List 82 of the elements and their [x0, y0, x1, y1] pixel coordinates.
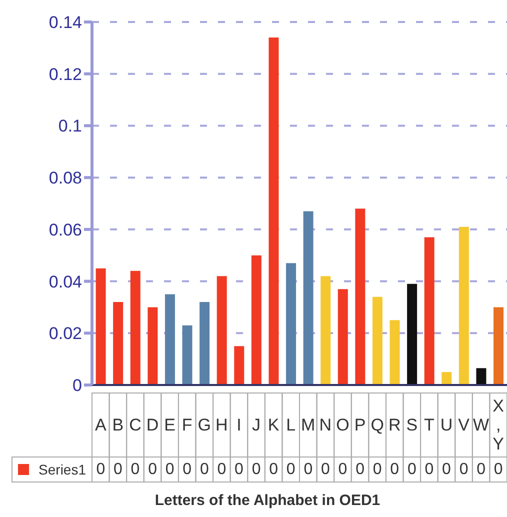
y-tick-label: 0.02 — [48, 324, 82, 344]
x-tick-label: K — [268, 416, 280, 434]
data-label: 0 — [217, 461, 226, 478]
data-label: 0 — [459, 461, 468, 478]
data-label: 0 — [234, 461, 244, 478]
bar — [164, 294, 175, 385]
data-label: 0 — [494, 461, 503, 478]
bar — [355, 208, 366, 385]
bar — [320, 276, 331, 385]
bar — [251, 255, 262, 385]
data-label: 0 — [476, 461, 486, 478]
y-tick-label: 0 — [72, 376, 82, 396]
bar — [113, 302, 124, 385]
bar — [476, 368, 486, 385]
bar — [268, 38, 279, 385]
x-tick-label: E — [164, 416, 176, 434]
x-tick-label: S — [406, 416, 418, 434]
y-tick-label: 0.14 — [48, 13, 82, 32]
bar — [234, 346, 244, 385]
x-tick-label: B — [112, 416, 124, 434]
data-label: 0 — [442, 461, 452, 478]
y-tick-label: 0.04 — [48, 272, 82, 292]
bar — [494, 307, 504, 385]
x-tick-label: N — [319, 416, 332, 434]
bar — [458, 226, 469, 385]
data-label: 0 — [304, 461, 313, 478]
data-label: 0 — [356, 461, 365, 478]
x-axis-title: Letters of the Alphabet in OED1 — [154, 492, 382, 509]
data-label: 0 — [390, 461, 400, 478]
y-tick-label: 0.08 — [48, 168, 82, 188]
bar — [182, 325, 192, 385]
bar — [200, 302, 210, 385]
data-label: 0 — [320, 461, 330, 478]
data-label: 0 — [338, 461, 348, 478]
x-tick-label: H — [216, 416, 228, 434]
data-label: 0 — [200, 461, 209, 478]
x-tick-label: O — [336, 416, 350, 434]
x-tick-label: J — [252, 416, 261, 434]
y-tick-label: 0.1 — [58, 116, 82, 136]
x-tick-label: Q — [370, 416, 384, 434]
data-label: 0 — [130, 461, 140, 478]
x-tick-label: L — [286, 416, 296, 434]
data-label: 0 — [286, 461, 296, 478]
x-tick-label: M — [301, 416, 316, 434]
data-label: 0 — [96, 461, 106, 478]
data-label: 0 — [269, 461, 278, 478]
x-tick-label: P — [354, 416, 366, 434]
bar — [148, 307, 158, 385]
legend-label: Series1 — [38, 462, 86, 478]
x-tick-label: I — [236, 416, 242, 434]
bar — [442, 372, 452, 385]
x-tick-label: G — [198, 416, 212, 434]
bar — [424, 237, 434, 385]
data-label: 0 — [113, 461, 122, 478]
data-label: 0 — [165, 461, 174, 478]
x-tick-label: U — [440, 416, 453, 434]
data-label: 0 — [372, 461, 382, 478]
bar — [303, 211, 314, 385]
x-tick-label: F — [182, 416, 192, 434]
x-tick-label: X, Y — [492, 396, 504, 454]
bar — [372, 296, 382, 385]
y-tick-label: 0.06 — [48, 220, 82, 240]
bar — [390, 320, 400, 385]
bar — [286, 263, 296, 385]
x-tick-label: D — [146, 416, 159, 434]
y-tick-label: 0.12 — [48, 64, 82, 84]
bar — [338, 289, 348, 385]
x-tick-label: R — [388, 416, 401, 434]
x-tick-label: C — [129, 416, 142, 434]
data-label: 0 — [424, 461, 434, 478]
bar — [216, 276, 227, 385]
data-label: 0 — [407, 461, 416, 478]
bar — [130, 270, 140, 385]
x-tick-label: W — [473, 416, 490, 434]
data-label: 0 — [252, 461, 261, 478]
bar — [407, 284, 418, 385]
x-tick-label: A — [94, 416, 107, 434]
data-label: 0 — [148, 461, 158, 478]
x-tick-label: V — [458, 416, 470, 434]
x-tick-label: T — [424, 416, 434, 434]
bar — [96, 268, 106, 385]
data-label: 0 — [182, 461, 192, 478]
